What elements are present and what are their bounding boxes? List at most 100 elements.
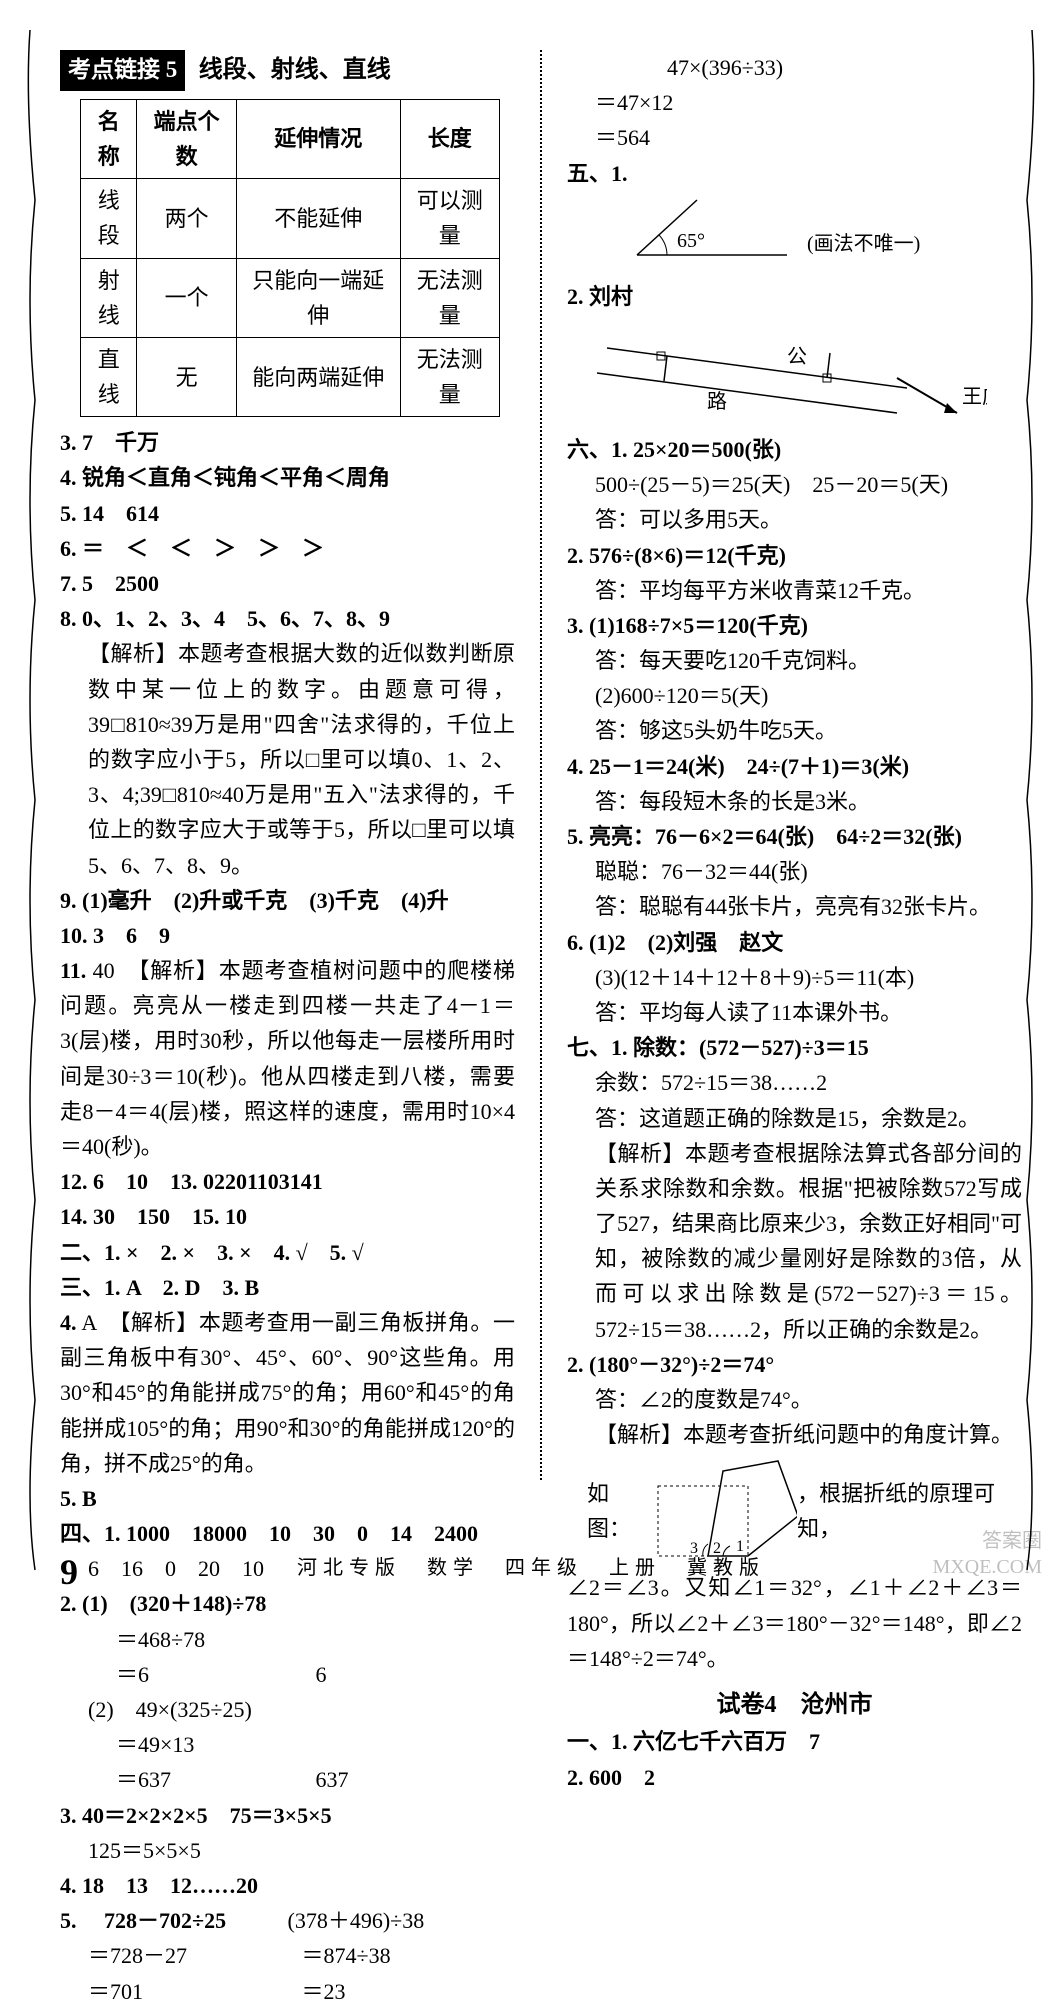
analysis-text: ∠2＝∠3。又知∠1＝32°，∠1＋∠2＋∠3＝180°，所以∠2＋∠3＝180… [567, 1570, 1022, 1676]
calc-line: ＝637 [60, 1762, 316, 1797]
answer-line: 6. ＝ ＜ ＜ ＞ ＞ ＞ [60, 531, 515, 566]
calc-line: ＝23 [302, 1974, 516, 2009]
th-endpoints: 端点个数 [137, 99, 236, 178]
analysis-text: 4. A 【解析】本题考查用一副三角板拼角。一副三角板中有30°、45°、60°… [60, 1305, 515, 1481]
answer-line: 9. (1)毫升 (2)升或千克 (3)千克 (4)升 [60, 883, 515, 918]
td: 无法测量 [400, 258, 499, 337]
answer-line: 三、1. A 2. D 3. B [60, 1270, 515, 1305]
answer-line: 3. 7 千万 [60, 425, 515, 460]
answer-line: 4. 25－1＝24(米) 24÷(7＋1)＝3(米) [567, 749, 1022, 784]
answer-line: 答：平均每人读了11本课外书。 [567, 995, 1022, 1030]
td: 只能向一端延伸 [236, 258, 400, 337]
td: 不能延伸 [236, 179, 400, 258]
answer-line: 四、1. 1000 18000 10 30 0 14 2400 [60, 1516, 515, 1551]
td: 无 [137, 337, 236, 416]
column-divider [540, 50, 542, 1480]
td: 可以测量 [400, 179, 499, 258]
angle-diagram: 65° (画法不唯一) [587, 195, 1022, 275]
answer-line: 六、1. 25×20＝500(张) [567, 432, 1022, 467]
calc-line: ＝49×13 [60, 1727, 515, 1762]
td: 直线 [81, 337, 137, 416]
answer-line: 125＝5×5×5 [60, 1833, 515, 1868]
td: 能向两端延伸 [236, 337, 400, 416]
answer-line: 答：每段短木条的长是3米。 [567, 784, 1022, 819]
calc-line: 2. (1) (320＋148)÷78 [60, 1586, 515, 1621]
calc-line: ＝874÷38 [302, 1938, 516, 1973]
th-extend: 延伸情况 [236, 99, 400, 178]
answer-line: 一、1. 六亿七千六百万 7 [567, 1724, 1022, 1759]
fold-diagram: 3 2 1 [648, 1456, 797, 1566]
calc-line: ＝728－27 [60, 1938, 302, 1973]
calc-result: 6 [316, 1657, 516, 1692]
calc-line: 47×(396÷33) [567, 50, 1022, 85]
calc-line: ＝564 [567, 120, 1022, 155]
answer-line: 答：这道题正确的除数是15，余数是2。 [567, 1101, 1022, 1136]
answer-line: 答：平均每平方米收青菜12千克。 [567, 573, 1022, 608]
answer-line: (2)600÷120＝5(天) [567, 678, 1022, 713]
map-label-village: 王庄 [962, 385, 987, 408]
analysis-text: 11. 40 【解析】本题考查植树问题中的爬楼梯问题。亮亮从一楼走到四楼一共走了… [60, 953, 515, 1164]
section-header: 考点链接 5 线段、射线、直线 [60, 50, 515, 91]
analysis-text: 【解析】本题考查根据除法算式各部分间的关系求除数和余数。根据"把被除数572写成… [567, 1136, 1022, 1347]
answer-line: 余数：572÷15＝38……2 [567, 1065, 1022, 1100]
answer-line: 答：每天要吃120千克饲料。 [567, 643, 1022, 678]
answer-line: 500÷(25－5)＝25(天) 25－20＝5(天) [567, 467, 1022, 502]
td: 无法测量 [400, 337, 499, 416]
answer-line: 5. 14 614 [60, 496, 515, 531]
calc-line: ＝6 [60, 1657, 316, 1692]
footer-text: 河北专版 数学 四年级 上册 冀教版 [0, 1551, 1062, 1580]
answer-line: 7. 5 2500 [60, 566, 515, 601]
badge-title: 线段、射线、直线 [199, 57, 391, 83]
answer-line: 2. 576÷(8×6)＝12(千克) [567, 538, 1022, 573]
answer-line: (3)(12＋14＋12＋8＋9)÷5＝11(本) [567, 960, 1022, 995]
answer-line: 2. 600 2 [567, 1760, 1022, 1795]
answer-line: 2. (180°－32°)÷2＝74° [567, 1347, 1022, 1382]
angle-note: (画法不唯一) [807, 232, 920, 255]
calc-line: ＝468÷78 [60, 1622, 515, 1657]
watermark-line1: 答案圈 [933, 1528, 1042, 1554]
geometry-table: 名称 端点个数 延伸情况 长度 线段 两个 不能延伸 可以测量 射线 一个 只能… [80, 99, 500, 418]
angle-value: 65° [677, 230, 705, 252]
th-length: 长度 [400, 99, 499, 178]
map-label-public: 公 [787, 346, 807, 368]
answer-line: 10. 3 6 9 [60, 918, 515, 953]
td: 射线 [81, 258, 137, 337]
page-number: 9 [60, 1551, 78, 1593]
watermark-line2: MXQE.COM [933, 1554, 1042, 1580]
calc-line: (2) 49×(325÷25) [60, 1692, 515, 1727]
th-name: 名称 [81, 99, 137, 178]
exam-title: 试卷4 沧州市 [567, 1686, 1022, 1724]
answer-line: 8. 0、1、2、3、4 5、6、7、8、9 [60, 601, 515, 636]
analysis-text: 【解析】本题考查折纸问题中的角度计算。 [567, 1417, 1022, 1452]
footer: 9 河北专版 数学 四年级 上册 冀教版 [0, 1551, 1062, 1580]
answer-line: 答：聪聪有44张卡片，亮亮有32张卡片。 [567, 889, 1022, 924]
calc-line: ＝47×12 [567, 85, 1022, 120]
map-label-road: 路 [707, 390, 727, 413]
answer-line: 4. 18 13 12……20 [60, 1868, 515, 1903]
answer-line: 2. 刘村 [567, 279, 1022, 314]
calc-line: (378＋496)÷38 [288, 1903, 516, 1938]
answer-line: 3. (1)168÷7×5＝120(千克) [567, 608, 1022, 643]
td: 一个 [137, 258, 236, 337]
left-column: 考点链接 5 线段、射线、直线 名称 端点个数 延伸情况 长度 线段 两个 不能… [60, 50, 515, 1480]
analysis-text: 【解析】本题考查根据大数的近似数判断原数中某一位上的数字。由题意可得，39□81… [60, 636, 515, 882]
map-diagram: 路 公 王庄 [587, 318, 1022, 428]
answer-line: 14. 30 150 15. 10 [60, 1199, 515, 1234]
calc-line: ＝701 [60, 1974, 302, 2009]
fold-label-left: 如图： [587, 1476, 648, 1546]
answer-line: 4. 锐角＜直角＜钝角＜平角＜周角 [60, 460, 515, 495]
answer-line: 答：∠2的度数是74°。 [567, 1382, 1022, 1417]
answer-line: 12. 6 10 13. 02201103141 [60, 1164, 515, 1199]
watermark: 答案圈 MXQE.COM [933, 1528, 1042, 1580]
badge: 考点链接 5 [60, 50, 185, 91]
td: 两个 [137, 179, 236, 258]
answer-line: 6. (1)2 (2)刘强 赵文 [567, 925, 1022, 960]
td: 线段 [81, 179, 137, 258]
answer-line: 七、1. 除数：(572－527)÷3＝15 [567, 1030, 1022, 1065]
answer-line: 二、1. × 2. × 3. × 4. √ 5. √ [60, 1235, 515, 1270]
answer-line: 5. B [60, 1481, 515, 1516]
answer-line: 聪聪：76－32＝44(张) [567, 854, 1022, 889]
answer-line: 答：可以多用5天。 [567, 502, 1022, 537]
answer-line: 5. 亮亮：76－6×2＝64(张) 64÷2＝32(张) [567, 819, 1022, 854]
calc-line: 5. 728－702÷25 [60, 1903, 288, 1938]
